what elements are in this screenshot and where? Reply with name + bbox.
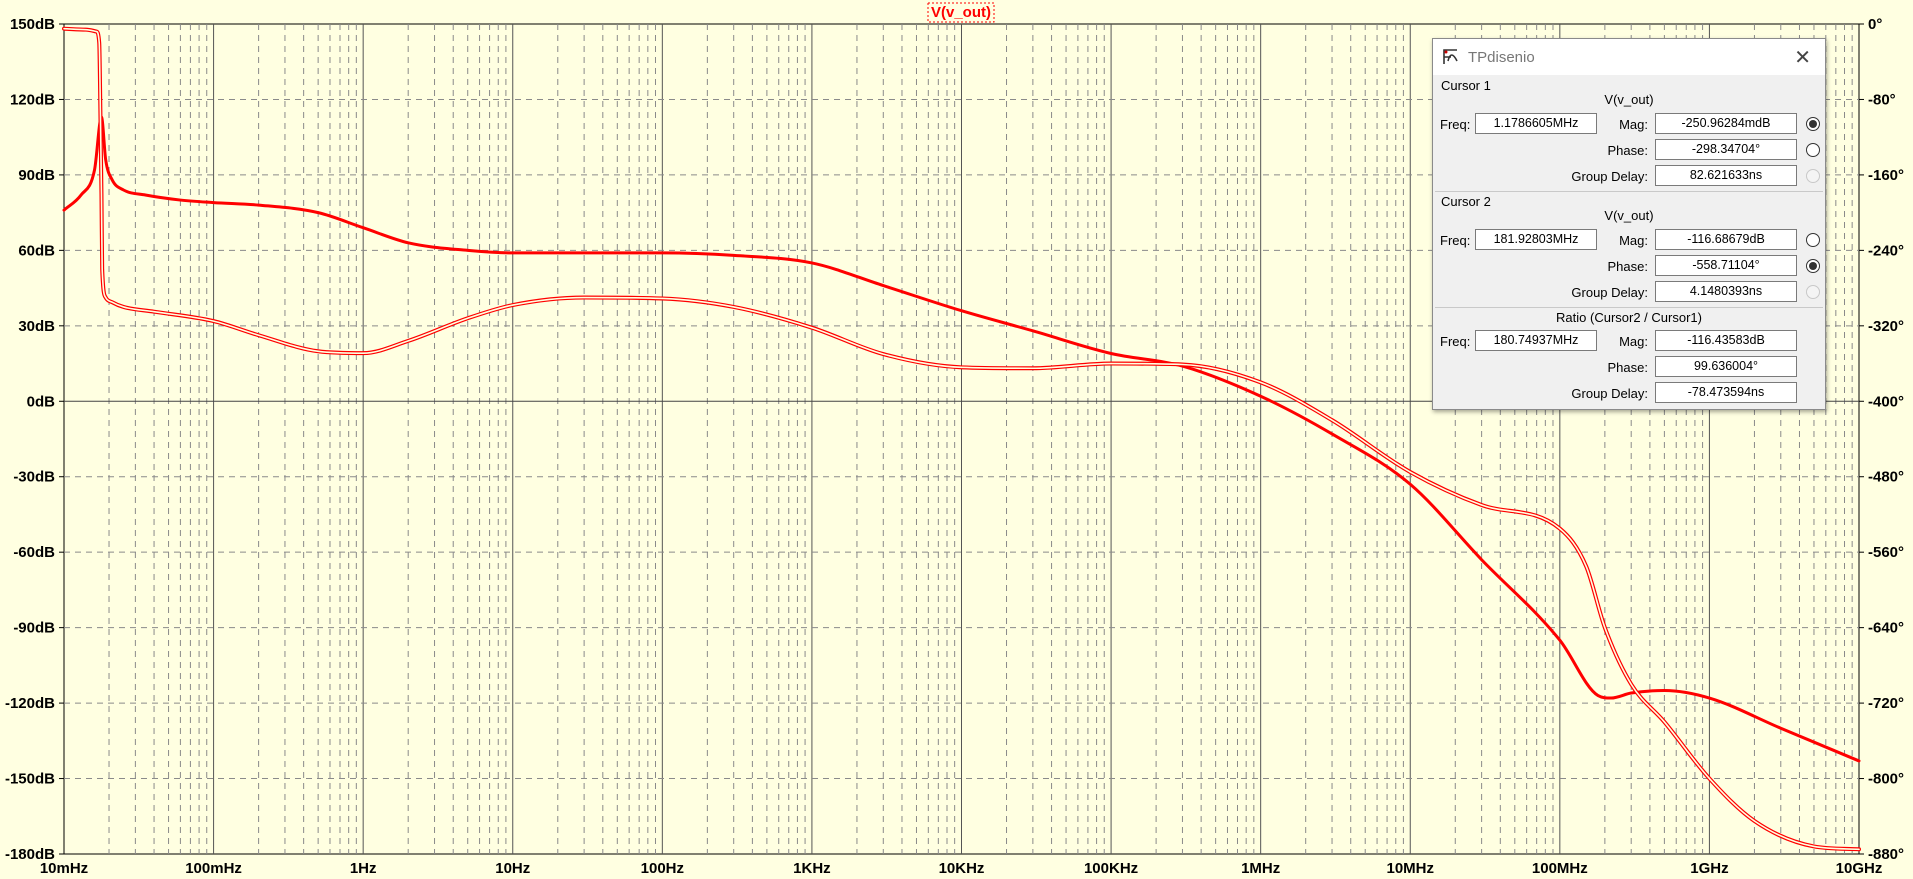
ratio-mag-label: Mag:: [1619, 334, 1648, 349]
cursor2-phase-field[interactable]: -558.71104°: [1655, 255, 1797, 276]
cursor1-freq-field[interactable]: 1.1786605MHz: [1475, 113, 1597, 134]
cursor2-mag-label: Mag:: [1619, 233, 1648, 248]
ratio-gd-label: Group Delay:: [1571, 386, 1648, 401]
cursor-panel-title: TPdisenio: [1468, 49, 1535, 66]
y-right-tick-label: -80°: [1868, 91, 1896, 108]
y-left-tick-label: 0dB: [27, 393, 56, 410]
y-right-tick-label: 0°: [1868, 16, 1882, 33]
ratio-freq-label: Freq:: [1440, 334, 1471, 349]
y-right-tick-label: -880°: [1868, 846, 1904, 863]
y-left-tick-label: -180dB: [5, 846, 55, 863]
cursor2-mag-field[interactable]: -116.68679dB: [1655, 229, 1797, 250]
cursor1-section: Cursor 1 V(v_out) Freq: 1.1786605MHz Mag…: [1433, 75, 1825, 189]
cursor2-section: Cursor 2 V(v_out) Freq: 181.92803MHz Mag…: [1433, 191, 1825, 305]
phase-trace-core: [63, 27, 1860, 851]
ltspice-app-icon: [1443, 49, 1458, 64]
cursor2-signal: V(v_out): [1604, 208, 1654, 223]
ratio-phase-field[interactable]: 99.636004°: [1655, 356, 1797, 377]
divider: [1435, 307, 1823, 308]
cursor1-title: Cursor 1: [1441, 78, 1491, 93]
divider: [1435, 191, 1823, 192]
y-right-tick-label: -640°: [1868, 620, 1904, 637]
cursor1-group-delay-radio[interactable]: [1806, 169, 1820, 183]
y-left-tick-label: 90dB: [18, 167, 55, 184]
x-tick-label: 10KHz: [939, 860, 985, 877]
y-left-tick-label: -150dB: [5, 771, 55, 788]
cursor2-title: Cursor 2: [1441, 194, 1491, 209]
x-tick-label: 100MHz: [1532, 860, 1588, 877]
cursor2-phase-label: Phase:: [1607, 259, 1648, 274]
x-tick-label: 1GHz: [1690, 860, 1728, 877]
cursor1-gd-label: Group Delay:: [1571, 169, 1648, 184]
cursor2-gd-label: Group Delay:: [1571, 285, 1648, 300]
x-tick-label: 10mHz: [40, 860, 88, 877]
cursor2-group-delay-radio[interactable]: [1806, 285, 1820, 299]
cursor2-phase-radio[interactable]: [1806, 259, 1820, 273]
cursor1-group-delay-field[interactable]: 82.621633ns: [1655, 165, 1797, 186]
y-right-tick-label: -800°: [1868, 771, 1904, 788]
trace-title-box: [927, 2, 995, 23]
ratio-freq-field[interactable]: 180.74937MHz: [1475, 330, 1597, 351]
cursor2-group-delay-field[interactable]: 4.1480393ns: [1655, 281, 1797, 302]
ratio-section: Ratio (Cursor2 / Cursor1) Freq: 180.7493…: [1433, 307, 1825, 407]
x-tick-label: 1KHz: [793, 860, 831, 877]
x-tick-label: 10MHz: [1386, 860, 1434, 877]
cursor1-mag-label: Mag:: [1619, 117, 1648, 132]
x-tick-label: 10Hz: [495, 860, 530, 877]
x-tick-label: 1Hz: [350, 860, 377, 877]
y-left-tick-label: -90dB: [13, 620, 55, 637]
y-left-tick-label: -60dB: [13, 544, 55, 561]
cursor-panel[interactable]: TPdisenio ✕ Cursor 1 V(v_out) Freq: 1.17…: [1432, 38, 1826, 410]
x-tick-label: 100Hz: [641, 860, 684, 877]
y-right-tick-label: -320°: [1868, 318, 1904, 335]
ratio-phase-label: Phase:: [1607, 360, 1648, 375]
cursor1-signal: V(v_out): [1604, 92, 1654, 107]
cursor2-mag-radio[interactable]: [1806, 233, 1820, 247]
ratio-title: Ratio (Cursor2 / Cursor1): [1556, 310, 1702, 325]
cursor1-phase-radio[interactable]: [1806, 143, 1820, 157]
y-left-tick-label: 120dB: [10, 91, 55, 108]
y-right-tick-label: -560°: [1868, 544, 1904, 561]
cursor2-freq-label: Freq:: [1440, 233, 1471, 248]
ratio-mag-field[interactable]: -116.43583dB: [1655, 330, 1797, 351]
cursor2-freq-field[interactable]: 181.92803MHz: [1475, 229, 1597, 250]
magnitude-trace: [62, 115, 1861, 763]
x-tick-label: 100KHz: [1084, 860, 1138, 877]
y-left-tick-label: -120dB: [5, 695, 55, 712]
cursor1-phase-label: Phase:: [1607, 143, 1648, 158]
y-left-tick-label: 60dB: [18, 242, 55, 259]
close-icon[interactable]: ✕: [1794, 47, 1811, 69]
trace-title[interactable]: V(v_out): [931, 4, 991, 21]
traces: [62, 26, 1861, 852]
y-left-tick-label: -30dB: [13, 469, 55, 486]
ratio-group-delay-field[interactable]: -78.473594ns: [1655, 382, 1797, 403]
cursor1-mag-radio[interactable]: [1806, 117, 1820, 131]
x-tick-label: 100mHz: [185, 860, 242, 877]
x-tick-label: 10GHz: [1836, 860, 1883, 877]
cursor-panel-titlebar[interactable]: TPdisenio ✕: [1433, 39, 1825, 75]
cursor1-mag-field[interactable]: -250.96284mdB: [1655, 113, 1797, 134]
axis-tick-labels: 10mHz 100mHz 1Hz 10Hz 100Hz 1KHz 10KHz 100KHz 1M…: [5, 16, 1904, 877]
y-right-tick-label: -240°: [1868, 242, 1904, 259]
y-right-tick-label: -400°: [1868, 393, 1904, 410]
cursor1-freq-label: Freq:: [1440, 117, 1471, 132]
y-left-tick-label: 30dB: [18, 318, 55, 335]
x-tick-label: 1MHz: [1241, 860, 1280, 877]
y-left-tick-label: 150dB: [10, 16, 55, 33]
cursor1-phase-field[interactable]: -298.34704°: [1655, 139, 1797, 160]
y-right-tick-label: -720°: [1868, 695, 1904, 712]
y-right-tick-label: -160°: [1868, 167, 1904, 184]
y-right-tick-label: -480°: [1868, 469, 1904, 486]
